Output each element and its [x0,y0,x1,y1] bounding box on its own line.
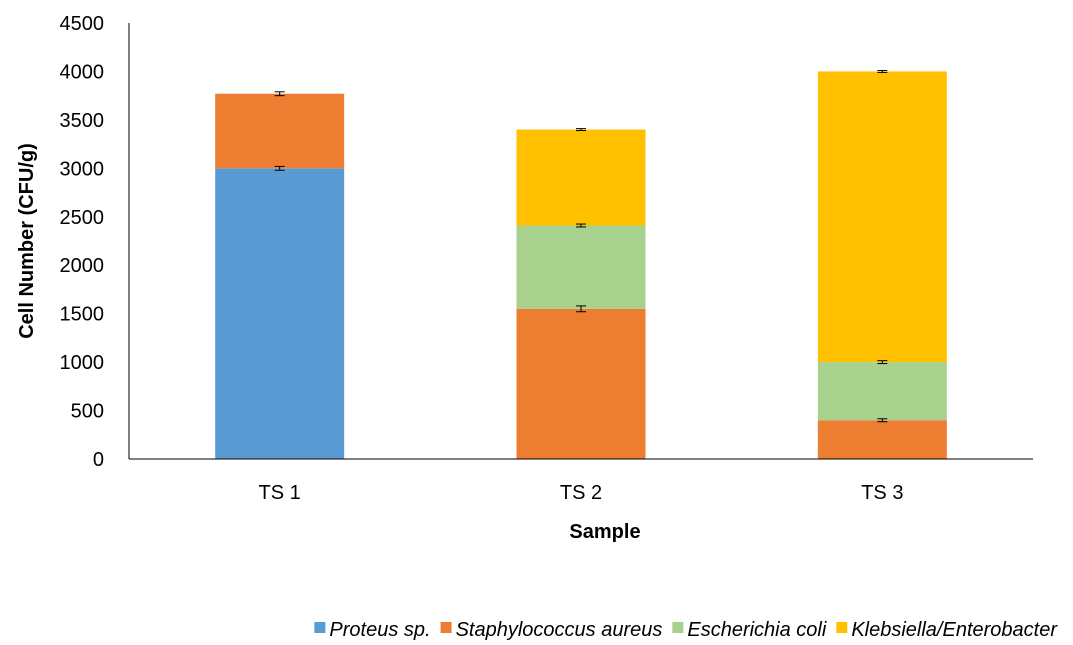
x-tick-label: TS 1 [259,482,301,504]
bar-segment [817,420,947,459]
y-axis-title: Cell Number (CFU/g) [16,143,38,339]
x-tick-label: TS 2 [560,482,602,504]
y-tick-label: 500 [71,401,104,423]
legend-swatch [836,622,848,633]
error-bars [274,69,888,423]
legend-label: Escherichia coli [687,619,827,641]
legend-swatch [314,622,326,633]
error-bar [576,305,586,313]
y-tick-label: 1500 [60,304,105,326]
y-tick-label: 0 [93,449,104,471]
error-bar [877,360,888,365]
y-tick-label: 2000 [60,255,105,277]
error-bar [576,223,586,228]
x-axis-ticks: TS 1 TS 2 TS 3 [259,482,904,504]
y-tick-label: 4000 [60,61,105,83]
legend-swatch [672,622,684,633]
legend-label: Klebsiella/Enterobacter [851,619,1058,641]
legend-label: Staphylococcus aureus [456,619,663,641]
error-bar [877,418,888,423]
legend: Proteus sp. Staphylococcus aureus Escheric… [314,619,1058,641]
x-axis-title: Sample [569,521,640,543]
bars [215,71,947,460]
legend-label: Proteus sp. [329,619,430,641]
bar-segment [516,129,646,226]
bar-segment [516,308,646,459]
y-tick-label: 1000 [60,352,105,374]
error-bar [877,69,888,73]
error-bar [576,128,586,132]
bar-segment [516,225,646,309]
legend-item: Klebsiella/Enterobacter [836,619,1058,641]
y-tick-label: 3500 [60,110,105,132]
legend-item: Escherichia coli [672,619,827,641]
bar-segment [817,362,947,421]
x-tick-label: TS 3 [861,482,903,504]
legend-item: Proteus sp. [314,619,431,641]
bar-segment [215,93,345,169]
y-axis-ticks: 0 500 1000 1500 2000 2500 3000 3500 4000 4500 [60,13,105,471]
y-tick-label: 2500 [60,207,105,229]
bar-segment [817,71,947,363]
y-tick-label: 3000 [60,158,105,180]
error-bar [274,165,285,171]
error-bar [274,91,285,97]
y-tick-label: 4500 [60,13,105,35]
legend-item: Staphylococcus aureus [440,619,663,641]
bar-segment [215,168,345,460]
legend-swatch [440,622,452,633]
